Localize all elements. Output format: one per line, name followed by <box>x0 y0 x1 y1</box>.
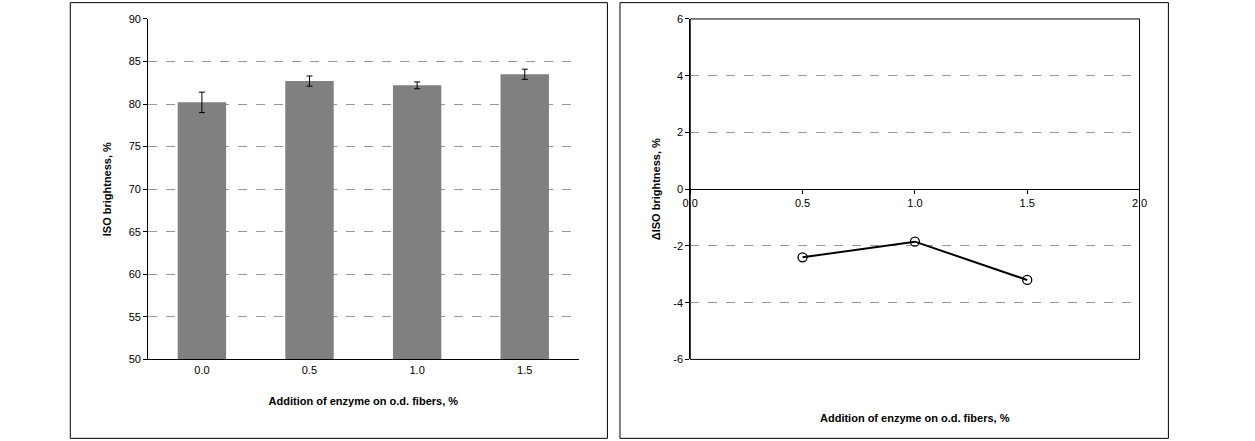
svg-text:65: 65 <box>129 226 141 238</box>
svg-text:50: 50 <box>129 353 141 365</box>
svg-text:6: 6 <box>677 13 683 25</box>
svg-text:-2: -2 <box>673 240 683 252</box>
svg-text:0.5: 0.5 <box>302 364 317 376</box>
svg-text:0.0: 0.0 <box>683 197 698 209</box>
svg-text:75: 75 <box>129 140 141 152</box>
svg-text:-4: -4 <box>673 297 683 309</box>
svg-text:ISO brightness, %: ISO brightness, % <box>101 142 113 236</box>
svg-text:2.0: 2.0 <box>1132 197 1147 209</box>
svg-text:0.5: 0.5 <box>795 197 810 209</box>
svg-text:Addition of enzyme on o.d. fib: Addition of enzyme on o.d. fibers, % <box>820 412 1010 424</box>
svg-text:1.5: 1.5 <box>517 364 532 376</box>
svg-text:0.0: 0.0 <box>194 364 209 376</box>
svg-text:1.0: 1.0 <box>409 364 424 376</box>
svg-text:60: 60 <box>129 268 141 280</box>
svg-text:85: 85 <box>129 55 141 67</box>
svg-text:0: 0 <box>677 183 683 195</box>
svg-text:Addition of enzyme on o.d. fib: Addition of enzyme on o.d. fibers, % <box>269 395 459 407</box>
svg-text:1.5: 1.5 <box>1020 197 1035 209</box>
svg-text:90: 90 <box>129 13 141 25</box>
svg-text:ΔISO brightness, %: ΔISO brightness, % <box>650 138 662 240</box>
svg-text:70: 70 <box>129 183 141 195</box>
svg-text:4: 4 <box>677 70 683 82</box>
svg-text:55: 55 <box>129 311 141 323</box>
svg-text:80: 80 <box>129 98 141 110</box>
svg-text:2: 2 <box>677 126 683 138</box>
svg-text:-6: -6 <box>673 353 683 365</box>
svg-text:1.0: 1.0 <box>907 197 922 209</box>
